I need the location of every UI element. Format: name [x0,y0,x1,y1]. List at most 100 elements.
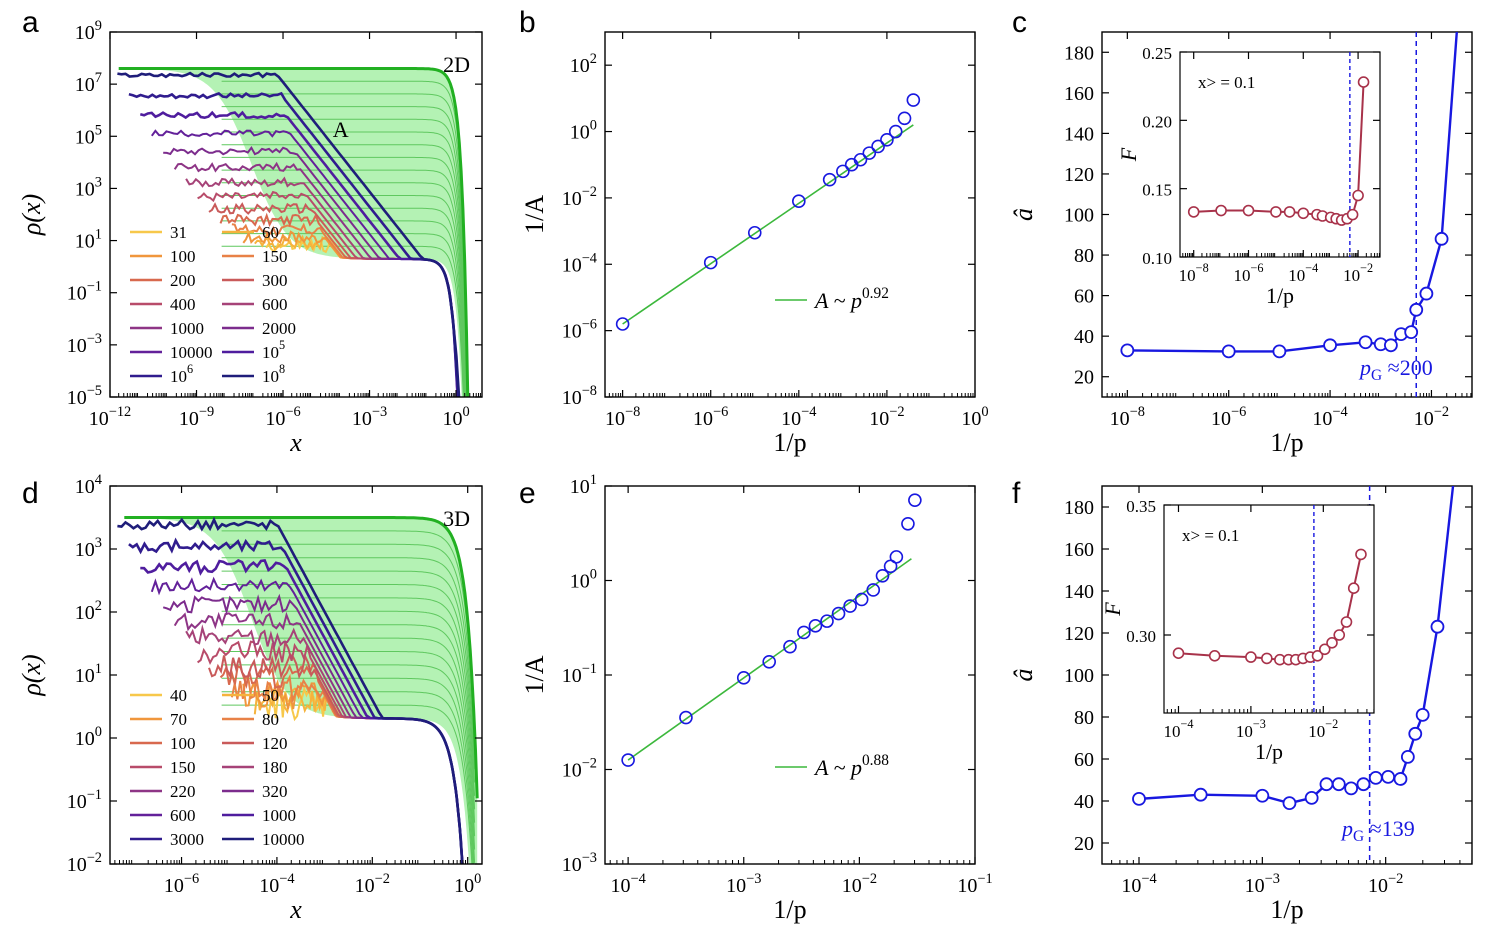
data-point [1344,781,1359,796]
y-tick-label: 102 [75,598,102,624]
fit-curve [221,584,476,796]
x-tick-label: 10−3 [1236,717,1266,741]
pg-label: pG ≈139 [1340,816,1415,845]
panel-c: 10−8 10−6 10−4 10−2 20 40 60 80 100 120 140 160 180 1… [1009,31,1473,457]
data-point [1120,343,1135,358]
x-tick-label: 10−4 [610,871,645,897]
data-point [875,568,890,583]
data-point [1415,708,1430,722]
inset-x-axis-label: 1/p [1266,283,1294,308]
y-tick-label: 10−2 [67,850,102,876]
x-tick-label: 10−3 [352,404,387,430]
plot-area [117,516,479,864]
x-tick-label: 10−8 [1179,261,1209,285]
legend-label: 31 [170,223,187,242]
y-tick-label: 10−3 [67,331,102,357]
dimension-label: 2D [443,52,470,77]
inset-data-point [1333,629,1346,641]
x-axis-label: 1/p [773,895,806,924]
data-point [901,516,915,531]
data-point [1221,344,1236,359]
inset-data-point [1245,651,1257,663]
data-point [1193,787,1208,802]
data-point [831,606,846,621]
inset-y-axis-label: F [1100,602,1125,617]
fit-curve [221,637,476,850]
fit-curve [221,557,476,770]
x-tick-label: 10−6 [1233,261,1263,285]
inset-data-point [1208,649,1221,662]
x-tick-label: 100 [454,871,481,897]
inset-data-point [1347,582,1360,595]
legend-label: 220 [170,782,196,801]
panel-letter-b: b [519,6,536,39]
x-tick-label: 100 [961,404,988,430]
inset-note: x> = 0.1 [1198,73,1255,92]
y-tick-label: 80 [1074,707,1094,729]
data-point [1323,338,1337,353]
data-point [1430,619,1445,634]
x-tick-label: 100 [442,404,469,430]
panel-letter-a: a [22,6,39,39]
fit-curve [221,156,467,397]
data-point [1434,231,1449,246]
data-point [797,625,811,640]
x-tick-label: 10−12 [89,404,132,430]
data-point [679,710,693,725]
data-point [762,654,776,669]
x-axis-label: 1/p [1270,895,1303,924]
data-point [862,146,877,160]
y-tick-label: 10−6 [562,317,597,343]
y-tick-label: 140 [1064,123,1094,145]
data-point [783,639,797,654]
fit-curve [221,597,476,810]
panel-letter-c: c [1012,6,1027,39]
fit-curve [221,80,469,397]
inset-data-point [1261,652,1273,665]
fit-curve [221,651,476,863]
data-curve-p10000 [117,516,464,864]
inset-data-point [1187,206,1200,218]
x-axis-label: 1/p [773,428,806,457]
x-axis-label: x [289,428,302,457]
y-tick-label: 10−3 [562,850,597,876]
dimension-label: 3D [443,506,470,531]
x-tick-label: 10−1 [957,871,992,897]
x-tick-label: 10−3 [726,871,761,897]
y-tick-label: 101 [570,472,597,498]
y-tick-label: 120 [1064,623,1094,645]
area-label: A [333,117,349,142]
plot-area [117,67,470,397]
fit-curve [221,664,475,864]
x-tick-label: 10−4 [259,871,294,897]
y-tick-label: 160 [1064,539,1094,561]
panel-f: 10−4 10−3 10−2 20 40 60 80 100 120 140 160 180 1/p â p… [1009,485,1473,924]
y-tick-label: 10−1 [67,279,102,305]
legend-label: 100 [170,247,196,266]
fit-label: A ~ p0.92 [813,285,889,313]
data-point [889,550,904,564]
fit-curve [221,677,474,864]
y-tick-label: 10−5 [67,383,102,409]
envelope-curve [124,516,479,799]
y-axis-label: ρ(x) [17,654,46,696]
fit-curve [221,169,467,397]
legend-label: 108 [262,362,285,386]
data-point [908,493,922,507]
data-point [822,172,837,187]
inset-data-point [1352,189,1364,202]
x-tick-label: 10−2 [355,871,390,897]
y-tick-label: 40 [1074,326,1094,348]
y-tick-label: 180 [1064,42,1094,64]
inset-data-point [1326,636,1338,649]
envelope-curve [118,67,470,397]
y-tick-label: 0.15 [1142,181,1172,200]
panel-d: 10−6 10−4 10−2 100 10−2 10−1 100 101 102 103 104 x ρ… [17,472,483,924]
area-fill [124,517,478,864]
legend-label: 150 [262,247,288,266]
panel-a: 10−12 10−9 10−6 10−3 100 10−5 10−3 10−1 101 103 10… [17,18,483,457]
y-tick-label: 20 [1074,367,1094,389]
data-point [1282,796,1297,810]
data-point [906,93,921,107]
